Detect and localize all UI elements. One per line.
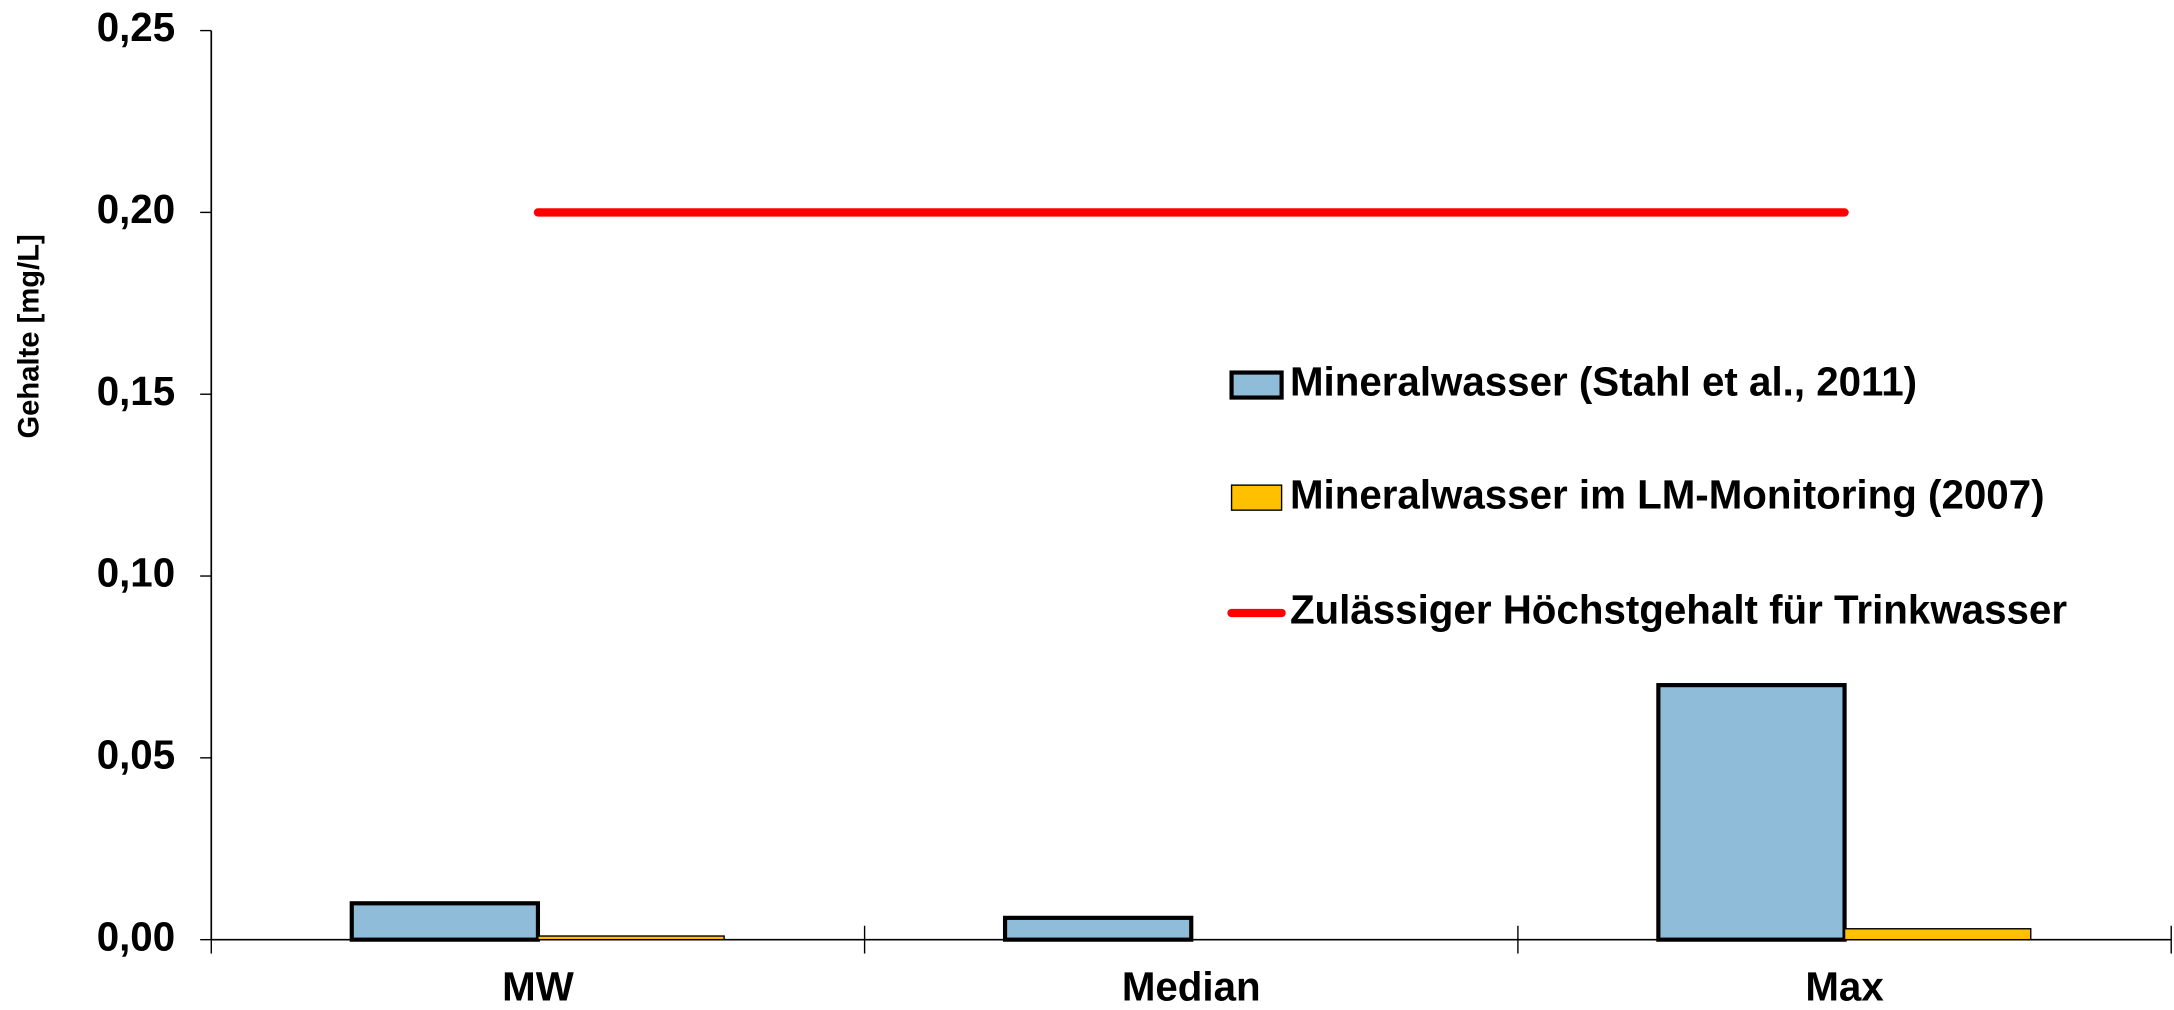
legend-label: Mineralwasser (Stahl et al., 2011) — [1290, 360, 1917, 405]
legend-label: Mineralwasser im LM-Monitoring (2007) — [1290, 472, 2045, 517]
legend-swatch — [1230, 484, 1283, 511]
legend-label: Zulässiger Höchstgehalt für Trinkwasser — [1290, 588, 2067, 633]
y-tick-label: 0,25 — [97, 5, 175, 50]
bar — [537, 935, 725, 941]
y-tick-label: 0,20 — [97, 187, 175, 232]
bar — [1843, 928, 2032, 941]
x-tick-label: Max — [1805, 964, 1884, 1005]
y-tick-label: 0,15 — [97, 369, 175, 414]
y-axis-label: Gehalte [mg/L] — [13, 234, 45, 438]
bar — [1656, 683, 1847, 942]
bar — [1002, 915, 1194, 942]
bar — [349, 901, 541, 942]
legend-swatch — [1229, 370, 1284, 400]
y-tick-label: 0,10 — [97, 551, 175, 596]
x-tick-label: Median — [1122, 964, 1261, 1005]
x-tick-label: MW — [502, 964, 574, 1005]
y-tick-label: 0,00 — [97, 914, 175, 959]
y-tick-label: 0,05 — [97, 732, 175, 777]
